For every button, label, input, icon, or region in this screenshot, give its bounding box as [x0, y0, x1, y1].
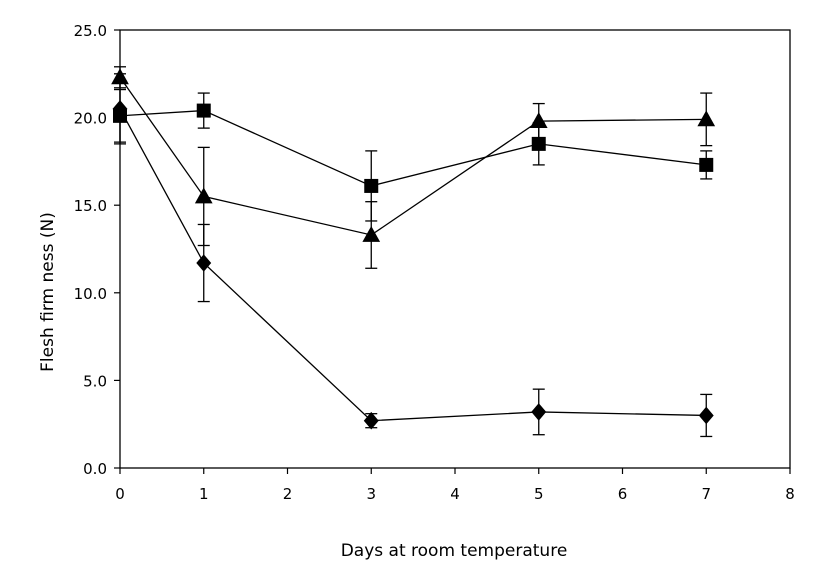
- x-tick-label: 2: [283, 485, 293, 503]
- series-layer: [111, 66, 716, 438]
- y-tick-label: 5.0: [83, 372, 107, 390]
- data-point-triangle: [697, 110, 716, 127]
- series-triangle: [111, 66, 716, 269]
- data-point-square: [364, 178, 379, 193]
- plot-frame: [119, 29, 791, 469]
- data-point-diamond: [196, 254, 212, 272]
- series-line-square: [119, 109, 707, 187]
- data-point-diamond: [531, 403, 547, 421]
- data-point-diamond: [363, 411, 379, 430]
- data-point-diamond: [698, 406, 714, 425]
- y-tick-label: 10.0: [74, 285, 107, 303]
- x-tick-label: 4: [450, 485, 460, 503]
- data-point-square: [196, 103, 211, 118]
- data-point-square: [699, 157, 714, 172]
- data-point-square: [531, 136, 546, 151]
- x-tick-label: 5: [534, 485, 544, 503]
- y-tick-label: 25.0: [74, 22, 107, 40]
- x-axis-title: Days at room temperature: [341, 541, 568, 561]
- y-tick-label: 0.0: [83, 460, 107, 478]
- x-tick-label: 3: [366, 485, 376, 503]
- data-point-triangle: [194, 187, 213, 204]
- data-point-triangle: [111, 68, 129, 85]
- data-point-triangle: [529, 112, 548, 129]
- x-tick-label: 1: [199, 485, 209, 503]
- x-tick-label: 7: [701, 485, 711, 503]
- series-line-triangle: [119, 76, 707, 236]
- axes: 0 1 2 3 4 5 6 7 8 0.0 5.0 10.0 15.0 20.0 25.0: [74, 22, 795, 503]
- x-tick-label: 8: [785, 485, 795, 503]
- y-tick-label: 15.0: [74, 197, 107, 215]
- x-tick-label: 6: [618, 485, 628, 503]
- x-tick-label: 0: [115, 485, 125, 503]
- data-point-triangle: [362, 225, 381, 242]
- series-square: [113, 88, 714, 222]
- data-point-square: [113, 108, 127, 123]
- y-axis-title: Flesh firm ness (N): [38, 212, 58, 372]
- y-tick-label: 20.0: [74, 110, 107, 128]
